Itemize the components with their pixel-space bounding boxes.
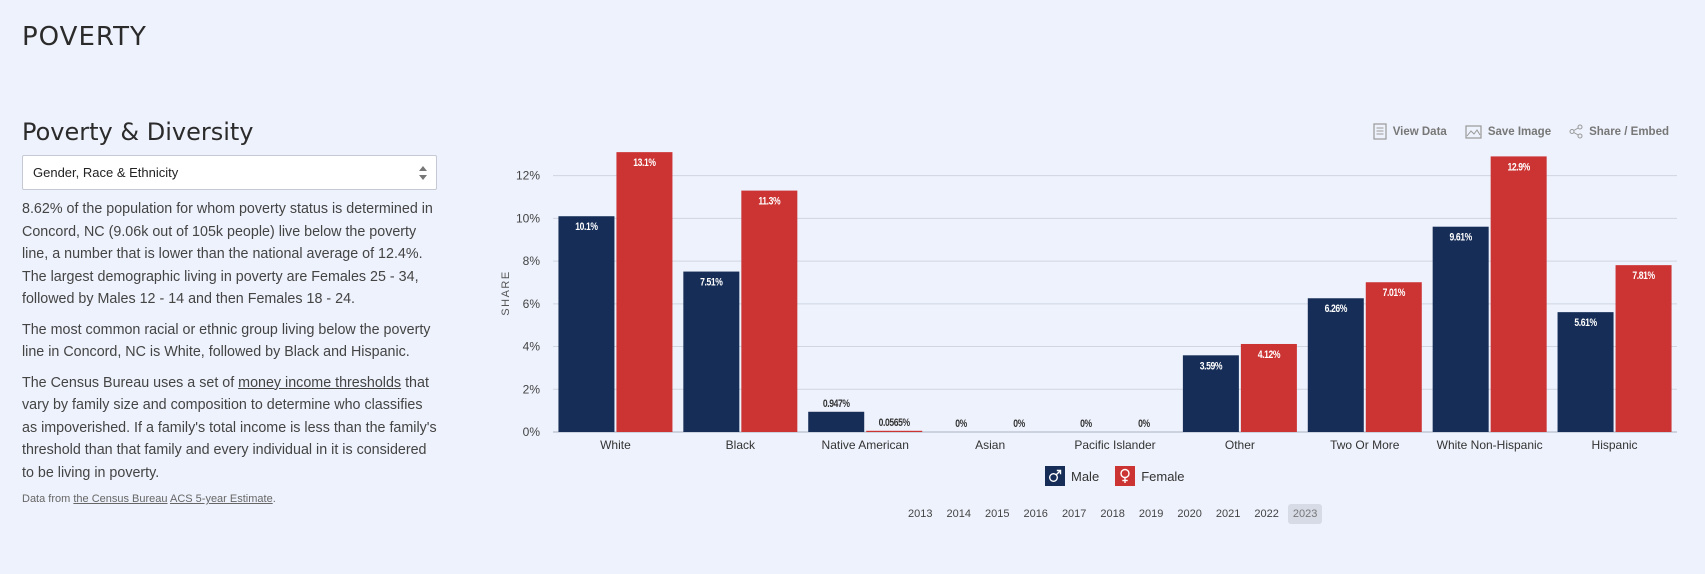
data-label: 9.61%	[1449, 232, 1472, 244]
page-title: POVERTY	[22, 22, 147, 52]
bar-female	[1365, 282, 1422, 432]
share-embed-button[interactable]: Share / Embed	[1569, 123, 1669, 140]
year-2020[interactable]: 2020	[1177, 508, 1202, 520]
legend-label-male: Male	[1071, 468, 1100, 484]
legend-item-male[interactable]: Male	[1045, 466, 1099, 486]
bar-male	[1182, 355, 1239, 432]
data-label: 7.51%	[700, 277, 723, 289]
dimension-select[interactable]: Gender, Race & Ethnicity	[22, 155, 437, 190]
legend-item-female[interactable]: Female	[1115, 466, 1185, 486]
data-label: 5.61%	[1574, 317, 1597, 329]
data-label: 6.26%	[1325, 303, 1348, 315]
year-2019[interactable]: 2019	[1138, 508, 1164, 520]
year-2018[interactable]: 2018	[1100, 508, 1125, 520]
y-tick-label: 10%	[516, 211, 540, 225]
x-tick-label: Two Or More	[1330, 438, 1400, 452]
bar-female	[866, 430, 923, 432]
bar-male	[1432, 226, 1489, 432]
x-tick-label: Pacific Islander	[1074, 438, 1155, 452]
x-tick-label: Asian	[975, 438, 1005, 452]
poverty-bar-chart: 0% 2% 4% 6% 8% 10% 12% SHARE White 10.1% 13.1% Blac…	[500, 152, 1677, 452]
data-label: 0%	[1080, 418, 1092, 430]
male-icon	[1045, 466, 1065, 486]
bar-male	[683, 271, 740, 432]
data-label: 0%	[1013, 418, 1025, 430]
x-tick-label: Other	[1225, 438, 1255, 452]
select-arrows-icon	[419, 166, 427, 180]
data-label: 7.01%	[1383, 287, 1406, 299]
race-paragraph: The most common racial or ethnic group l…	[22, 321, 431, 361]
year-2023[interactable]: 2023	[1287, 504, 1323, 524]
save-image-button[interactable]: Save Image	[1465, 123, 1551, 140]
threshold-text-post: that vary by family size and composition…	[22, 374, 437, 481]
year-selector: 2013 2014 2015 2016 2017 2018 2019 2020 2021 2022…	[903, 504, 1323, 524]
data-label: 0.947%	[823, 398, 850, 410]
chart-legend: Male Female	[1045, 466, 1185, 486]
census-bureau-link[interactable]: the Census Bureau	[73, 493, 168, 505]
source-prefix: Data from	[22, 493, 74, 505]
year-2022[interactable]: 2022	[1254, 508, 1279, 520]
bar-female	[741, 190, 798, 432]
y-tick-label: 0%	[523, 425, 541, 439]
data-label: 12.9%	[1507, 161, 1530, 173]
data-label: 10.1%	[575, 221, 598, 233]
year-2021[interactable]: 2021	[1215, 508, 1241, 520]
y-tick-label: 8%	[523, 254, 541, 268]
data-label: 0%	[1138, 418, 1150, 430]
dimension-select-value: Gender, Race & Ethnicity	[33, 165, 179, 180]
data-label: 0%	[955, 418, 967, 430]
data-label: 4.12%	[1258, 349, 1281, 361]
threshold-paragraph: The Census Bureau uses a set of money in…	[22, 372, 437, 485]
data-label: 13.1%	[633, 157, 656, 169]
bar-male	[558, 216, 615, 432]
threshold-text-pre: The Census Bureau uses a set of	[22, 374, 239, 391]
source-suffix: .	[272, 493, 276, 505]
bar-male	[1557, 312, 1614, 432]
x-tick-label: White	[600, 438, 631, 452]
view-data-label: View Data	[1392, 125, 1447, 138]
female-icon	[1115, 466, 1136, 486]
x-tick-label: Native American	[822, 438, 909, 452]
year-2014[interactable]: 2014	[946, 508, 971, 520]
share-embed-label: Share / Embed	[1589, 125, 1669, 138]
year-2016[interactable]: 2016	[1023, 508, 1048, 520]
y-tick-label: 6%	[523, 297, 541, 311]
save-image-label: Save Image	[1487, 125, 1552, 138]
bar-male	[808, 411, 865, 432]
data-label: 11.3%	[758, 196, 780, 208]
bar-female	[1240, 343, 1297, 432]
data-label: 7.81%	[1632, 270, 1655, 282]
bar-male	[1307, 298, 1364, 432]
year-2013[interactable]: 2013	[908, 508, 933, 520]
x-tick-label: Black	[726, 438, 756, 452]
bar-female	[1490, 156, 1547, 432]
summary-paragraph: 8.62% of the population for whom poverty…	[22, 201, 433, 307]
chart-toolbar: View Data Save Image Share / Embed	[1373, 123, 1669, 140]
data-label: 0.0565%	[879, 417, 911, 429]
image-icon	[1465, 124, 1482, 139]
y-tick-label: 4%	[523, 340, 541, 354]
document-icon	[1373, 123, 1387, 140]
view-data-button[interactable]: View Data	[1373, 123, 1447, 140]
left-panel: Poverty & Diversity Gender, Race & Ethni…	[22, 118, 437, 505]
x-tick-label: Hispanic	[1592, 438, 1638, 452]
x-tick-label: White Non-Hispanic	[1437, 438, 1543, 452]
acs-estimate-link[interactable]: ACS 5-year Estimate	[169, 493, 273, 505]
data-source: Data from the Census Bureau ACS 5-year E…	[22, 493, 437, 505]
year-2015[interactable]: 2015	[984, 508, 1010, 520]
y-tick-label: 12%	[516, 169, 540, 183]
y-tick-label: 2%	[523, 382, 541, 396]
share-icon	[1569, 124, 1583, 139]
money-income-thresholds-link[interactable]: money income thresholds	[238, 374, 402, 391]
y-axis-title: SHARE	[500, 270, 512, 315]
section-subtitle: Poverty & Diversity	[22, 118, 254, 146]
data-label: 3.59%	[1200, 360, 1223, 372]
bar-female	[616, 152, 673, 433]
legend-label-female: Female	[1141, 468, 1185, 484]
year-2017[interactable]: 2017	[1061, 508, 1087, 520]
bar-female	[1615, 265, 1672, 432]
